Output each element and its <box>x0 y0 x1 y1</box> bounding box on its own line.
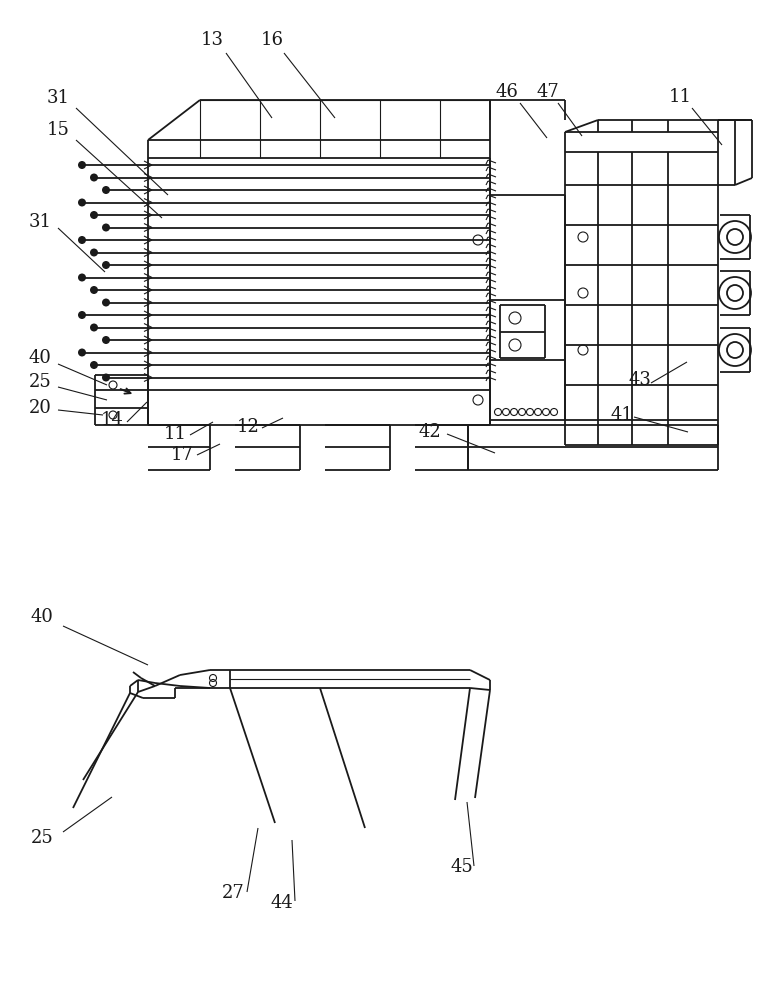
Text: 15: 15 <box>47 121 69 139</box>
Text: 46: 46 <box>495 83 518 101</box>
Text: 41: 41 <box>610 406 633 424</box>
Circle shape <box>90 174 98 182</box>
Text: 25: 25 <box>29 373 51 391</box>
Text: 43: 43 <box>629 371 652 389</box>
Text: 16: 16 <box>260 31 284 49</box>
Circle shape <box>78 198 86 207</box>
Text: 42: 42 <box>419 423 441 441</box>
Circle shape <box>90 286 98 294</box>
Text: 31: 31 <box>28 213 51 231</box>
Circle shape <box>102 186 110 194</box>
Text: 20: 20 <box>28 399 51 417</box>
Text: 27: 27 <box>221 884 244 902</box>
Circle shape <box>90 361 98 369</box>
Text: 25: 25 <box>31 829 53 847</box>
Text: 40: 40 <box>28 349 51 367</box>
Circle shape <box>102 298 110 306</box>
Circle shape <box>90 248 98 256</box>
Circle shape <box>90 211 98 219</box>
Text: 44: 44 <box>271 894 294 912</box>
Circle shape <box>78 236 86 244</box>
Circle shape <box>78 273 86 282</box>
Circle shape <box>102 261 110 269</box>
Text: 11: 11 <box>668 88 691 106</box>
Circle shape <box>90 324 98 332</box>
Circle shape <box>102 336 110 344</box>
Text: 31: 31 <box>47 89 69 107</box>
Circle shape <box>78 161 86 169</box>
Circle shape <box>78 349 86 357</box>
Text: 40: 40 <box>31 608 53 626</box>
Text: 12: 12 <box>237 418 259 436</box>
Circle shape <box>78 311 86 319</box>
Circle shape <box>102 373 110 381</box>
Text: 17: 17 <box>171 446 194 464</box>
Text: 11: 11 <box>163 425 186 443</box>
Text: 45: 45 <box>451 858 473 876</box>
Text: 14: 14 <box>101 411 124 429</box>
Circle shape <box>102 224 110 232</box>
Text: 47: 47 <box>536 83 559 101</box>
Text: 13: 13 <box>201 31 224 49</box>
